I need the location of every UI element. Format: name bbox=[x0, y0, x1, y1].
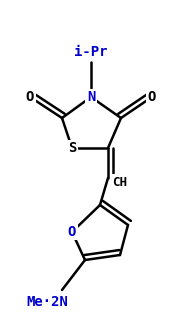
Text: Me·2N: Me·2N bbox=[26, 295, 68, 309]
Text: N: N bbox=[87, 90, 95, 104]
Text: i-Pr: i-Pr bbox=[74, 45, 108, 59]
Text: O: O bbox=[148, 90, 156, 104]
Text: O: O bbox=[68, 225, 76, 239]
Text: O: O bbox=[26, 90, 34, 104]
Text: CH: CH bbox=[113, 176, 128, 188]
Text: S: S bbox=[68, 141, 76, 155]
